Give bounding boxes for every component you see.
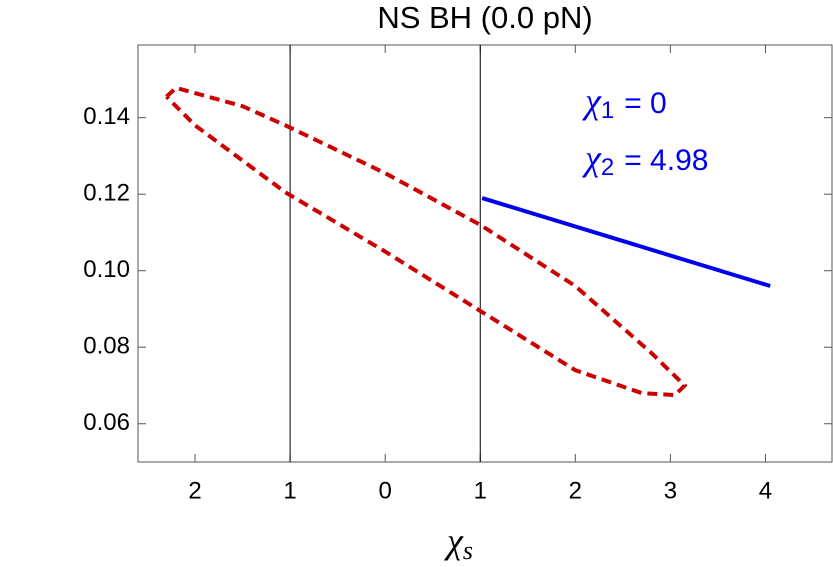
annotation-subscript: 2 [601,154,614,181]
y-tick-label: 0.10 [83,256,130,283]
plot-frame [137,44,833,463]
data-line [165,85,688,398]
y-tick-label: 0.12 [83,180,130,207]
x-tick-label: 2 [188,477,201,504]
x-axis-subscript: s [463,536,473,565]
x-tick-label: 4 [759,477,772,504]
annotation-text: = 0 [624,87,667,120]
annotation-subscript: 1 [601,97,614,124]
x-axis-symbol: χ [444,521,464,561]
x-tick-label: 1 [283,477,296,504]
x-tick-label: 2 [569,477,582,504]
annotation-text: = 4.98 [624,144,708,177]
annotation: χ1 = 0 [582,81,667,124]
data-line [481,196,771,288]
x-axis-label: χs [444,521,473,565]
y-tick-label: 0.08 [83,333,130,360]
y-tick-label: 0.14 [83,103,130,130]
x-tick-label: 1 [474,477,487,504]
annotation: χ2 = 4.98 [582,138,708,181]
x-tick-label: 3 [664,477,677,504]
chart-title: NS BH (0.0 pN) [377,0,592,35]
annotation-symbol: χ [582,138,602,178]
y-tick-label: 0.06 [83,409,130,436]
x-tick-label: 0 [378,477,391,504]
annotation-symbol: χ [582,81,602,121]
